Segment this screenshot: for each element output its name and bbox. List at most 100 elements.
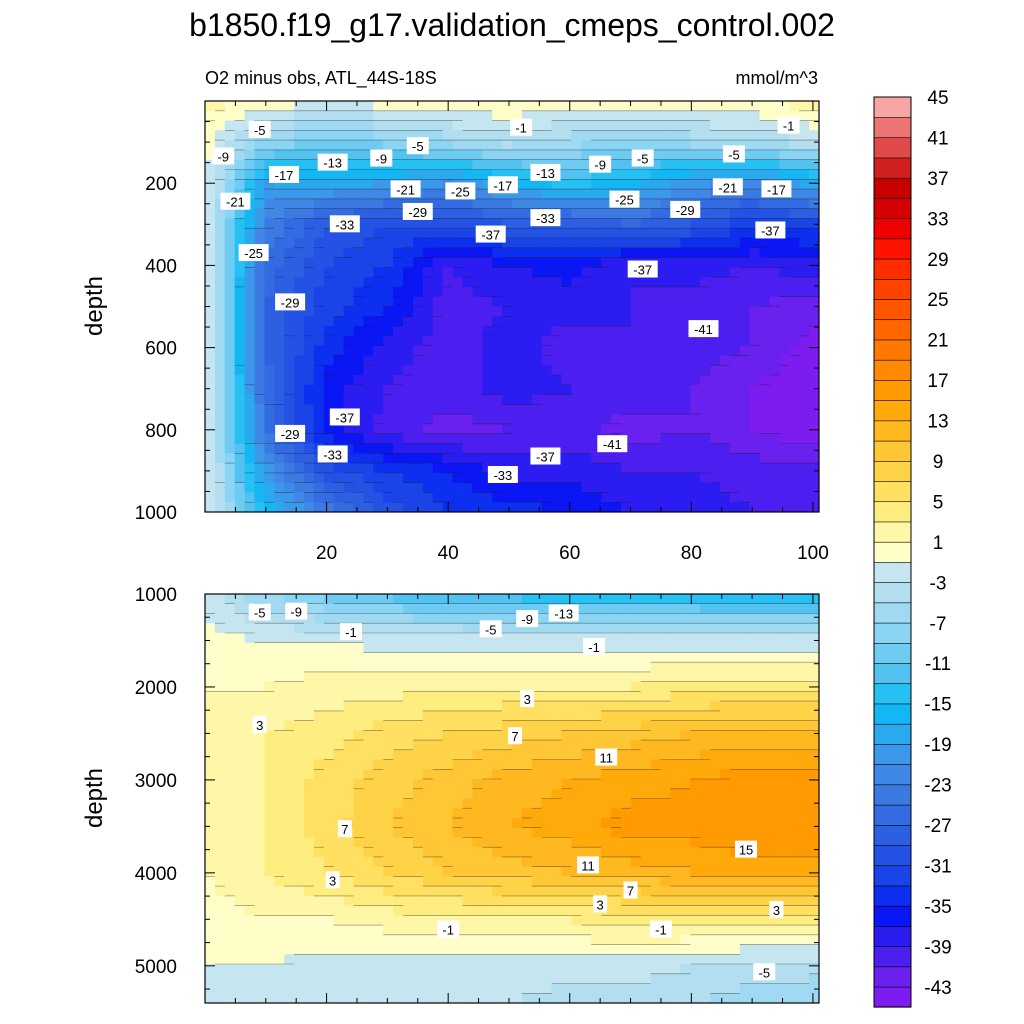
top-contour-label-text: -25: [615, 193, 634, 208]
top-field-cell: [660, 326, 672, 337]
bottom-field-cell: [531, 769, 543, 780]
top-field-cell: [670, 316, 681, 327]
bottom-field-cell: [531, 720, 543, 731]
bottom-field-cell: [234, 779, 246, 790]
top-field-cell: [680, 384, 691, 396]
top-field-cell: [640, 218, 652, 229]
bottom-field-cell: [323, 623, 335, 634]
top-field-cell: [313, 365, 325, 376]
top-field-cell: [333, 492, 345, 503]
bottom-field-cell: [531, 817, 543, 829]
top-field-cell: [809, 375, 819, 386]
bottom-field-cell: [670, 691, 681, 702]
bottom-field-cell: [452, 691, 464, 702]
bottom-field-cell: [244, 701, 256, 712]
bottom-field-cell: [472, 847, 483, 858]
bottom-field-cell: [313, 759, 325, 770]
bottom-field-cell: [729, 749, 741, 761]
top-field-cell: [264, 492, 275, 503]
bottom-field-cell: [214, 749, 226, 761]
top-field-cell: [700, 149, 711, 161]
top-field-cell: [224, 326, 236, 337]
bottom-field-cell: [551, 652, 563, 663]
top-field-cell: [640, 120, 652, 131]
top-field-cell: [313, 306, 325, 317]
bottom-field-cell: [749, 808, 761, 819]
top-field-cell: [541, 296, 553, 308]
top-field-cell: [353, 472, 365, 484]
bottom-field-cell: [403, 701, 414, 712]
bottom-field-cell: [719, 886, 731, 897]
bottom-field-cell: [749, 798, 761, 809]
bottom-field-cell: [412, 769, 424, 780]
bottom-field-cell: [581, 730, 592, 741]
top-field-cell: [205, 159, 216, 171]
top-field-cell: [729, 267, 741, 278]
top-field-cell: [304, 492, 315, 503]
bottom-field-cell: [343, 662, 355, 673]
bottom-field-cell: [739, 671, 751, 683]
bottom-field-cell: [452, 740, 464, 751]
bottom-field-cell: [739, 866, 751, 878]
top-field-cell: [650, 492, 662, 503]
top-field-cell: [432, 208, 444, 220]
bottom-field-cell: [363, 632, 374, 644]
top-field-cell: [224, 335, 236, 347]
top-field-cell: [234, 101, 246, 112]
top-field-cell: [373, 414, 384, 425]
top-field-cell: [432, 326, 444, 337]
bottom-field-cell: [403, 632, 414, 644]
top-field-cell: [343, 463, 355, 474]
top-field-cell: [789, 277, 800, 288]
top-field-cell: [472, 443, 483, 454]
top-field-cell: [472, 257, 483, 268]
top-field-cell: [363, 140, 374, 151]
top-field-cell: [284, 247, 295, 259]
top-field-cell: [383, 433, 394, 445]
bottom-field-cell: [432, 866, 444, 878]
bottom-field-cell: [729, 642, 741, 654]
bottom-field-cell: [383, 788, 394, 800]
top-field-cell: [650, 365, 662, 376]
bottom-field-cell: [779, 759, 790, 770]
bottom-field-cell: [789, 779, 800, 790]
bottom-field-cell: [224, 856, 236, 868]
top-field-cell: [383, 198, 394, 210]
top-field-cell: [343, 101, 355, 112]
top-field-cell: [571, 414, 582, 425]
top-field-cell: [452, 169, 464, 180]
top-field-cell: [412, 345, 424, 357]
top-contour-label-box: [390, 180, 421, 198]
top-field-cell: [234, 335, 246, 347]
top-field-cell: [660, 423, 672, 435]
top-field-cell: [512, 443, 523, 454]
bottom-field-cell: [640, 837, 652, 848]
bottom-field-cell: [294, 594, 305, 605]
top-field-cell: [710, 463, 721, 474]
top-field-cell: [650, 169, 662, 180]
bottom-field-cell: [719, 769, 731, 780]
top-field-cell: [472, 375, 483, 386]
bottom-field-cell: [769, 886, 780, 897]
top-field-cell: [452, 159, 464, 171]
top-field-cell: [789, 306, 800, 317]
bottom-field-cell: [541, 671, 553, 683]
top-field-cell: [224, 169, 236, 180]
top-field-cell: [205, 316, 216, 327]
top-field-cell: [799, 482, 810, 494]
top-field-cell: [393, 365, 404, 376]
top-field-cell: [759, 404, 771, 415]
top-field-cell: [571, 218, 582, 229]
top-field-cell: [323, 110, 335, 122]
top-field-cell: [769, 140, 780, 151]
top-field-cell: [809, 267, 819, 278]
bottom-field-cell: [492, 720, 503, 731]
top-field-cell: [640, 110, 652, 122]
bottom-field-cell: [492, 701, 503, 712]
top-field-cell: [630, 502, 642, 512]
top-field-cell: [749, 247, 761, 259]
bottom-field-cell: [244, 710, 256, 722]
top-field-cell: [680, 238, 691, 249]
top-field-cell: [482, 472, 493, 484]
top-field-cell: [432, 345, 444, 357]
